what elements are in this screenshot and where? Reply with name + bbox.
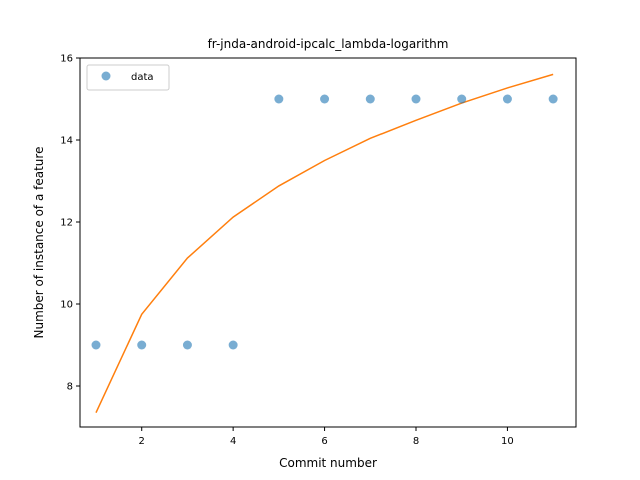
data-point bbox=[411, 94, 421, 104]
legend-label-data: data bbox=[131, 72, 154, 83]
legend: data bbox=[86, 64, 170, 91]
x-axis-ticks: 2 4 6 8 10 bbox=[139, 427, 514, 447]
data-point bbox=[502, 94, 512, 104]
y-tick-label: 10 bbox=[60, 300, 73, 311]
plot-background bbox=[80, 58, 576, 427]
data-point bbox=[182, 340, 192, 350]
data-point bbox=[320, 94, 330, 104]
y-tick-label: 8 bbox=[67, 382, 73, 393]
data-layer bbox=[91, 73, 558, 413]
data-point bbox=[457, 94, 467, 104]
y-tick-label: 12 bbox=[60, 218, 73, 229]
fitted-curve-line bbox=[95, 73, 554, 413]
data-point bbox=[548, 94, 558, 104]
data-point bbox=[91, 340, 101, 350]
legend-box bbox=[86, 64, 170, 91]
x-tick-label: 2 bbox=[139, 436, 145, 447]
y-axis-ticks: 8 10 12 14 16 bbox=[60, 54, 80, 393]
x-axis-title: Commit number bbox=[279, 456, 377, 470]
y-tick-label: 14 bbox=[60, 136, 73, 147]
data-point bbox=[228, 340, 238, 350]
x-tick-label: 8 bbox=[413, 436, 419, 447]
plot-frame bbox=[79, 57, 577, 428]
y-tick-label: 16 bbox=[60, 54, 73, 65]
chart-title: fr-jnda-android-ipcalc_lambda-logarithm bbox=[208, 37, 449, 51]
data-point bbox=[274, 94, 284, 104]
x-tick-label: 10 bbox=[501, 436, 514, 447]
legend-marker-data bbox=[101, 71, 111, 81]
x-tick-label: 4 bbox=[230, 436, 236, 447]
x-tick-label: 6 bbox=[321, 436, 327, 447]
data-point bbox=[137, 340, 147, 350]
data-point bbox=[365, 94, 375, 104]
y-axis-title: Number of instance of a feature bbox=[32, 147, 46, 339]
